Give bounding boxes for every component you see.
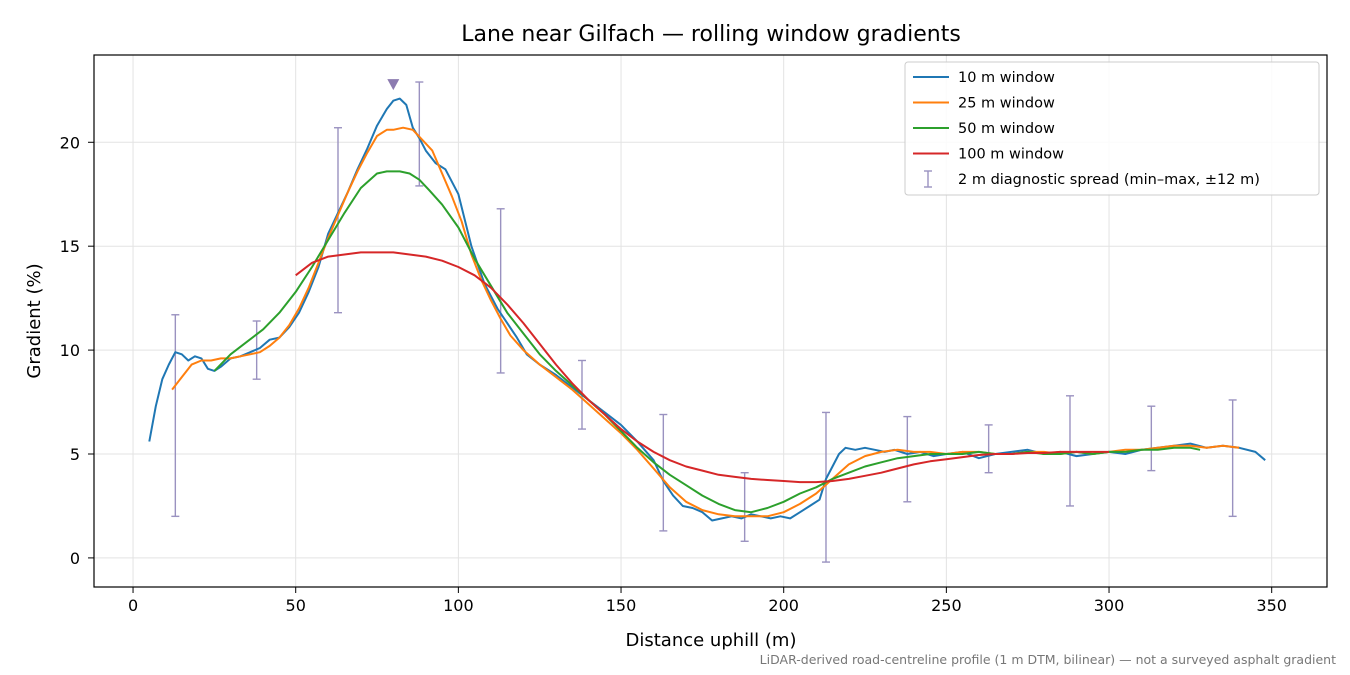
axis-ticks: 0 50 100 150 200 250 300 350 0 5 10 15 20: [60, 133, 1287, 615]
error-bar: [171, 314, 180, 518]
x-tick-label: 150: [606, 596, 637, 615]
x-tick-label: 100: [443, 596, 474, 615]
legend-label-4: 100 m window: [958, 147, 1064, 163]
error-bar: [496, 208, 505, 374]
y-tick-label: 20: [60, 133, 80, 152]
legend-label-error-bar: 2 m diagnostic spread (min–max, ±12 m): [958, 172, 1260, 188]
y-axis-label: Gradient (%): [24, 263, 45, 378]
x-tick-label: 250: [931, 596, 962, 615]
legend-label-2: 25 m window: [958, 96, 1055, 112]
error-bar: [659, 413, 668, 532]
y-tick-label: 15: [60, 237, 80, 256]
x-tick-label: 200: [768, 596, 799, 615]
chart-footnote: LiDAR-derived road-centreline profile (1…: [760, 652, 1336, 667]
chart-legend: 10 m window 25 m window 50 m window 100 m w…: [904, 61, 1320, 196]
x-axis-label: Distance uphill (m): [626, 630, 797, 651]
x-tick-label: 300: [1094, 596, 1125, 615]
x-tick-label: 350: [1256, 596, 1287, 615]
plot-content: [148, 79, 1266, 563]
y-tick-label: 5: [70, 445, 80, 464]
y-tick-label: 10: [60, 341, 80, 360]
error-bar: [333, 127, 342, 314]
error-bar: [740, 472, 749, 542]
chart-title: Lane near Gilfach — rolling window gradi…: [461, 22, 961, 47]
x-tick-label: 50: [286, 596, 306, 615]
legend-box: [904, 61, 1320, 196]
legend-label-1: 10 m window: [958, 70, 1055, 86]
error-bar: [821, 411, 830, 563]
peak-marker: [387, 79, 400, 91]
error-bar: [1228, 399, 1237, 518]
x-tick-label: 0: [128, 596, 138, 615]
y-tick-label: 0: [70, 549, 80, 568]
error-bar: [415, 81, 424, 187]
plot-frame: [93, 54, 1328, 588]
legend-label-3: 50 m window: [958, 121, 1055, 137]
error-bar: [1065, 395, 1074, 507]
error-bar: [984, 424, 993, 474]
error-bar: [903, 415, 912, 503]
error-bar: [1147, 405, 1156, 472]
series-line-4: [295, 251, 1109, 484]
